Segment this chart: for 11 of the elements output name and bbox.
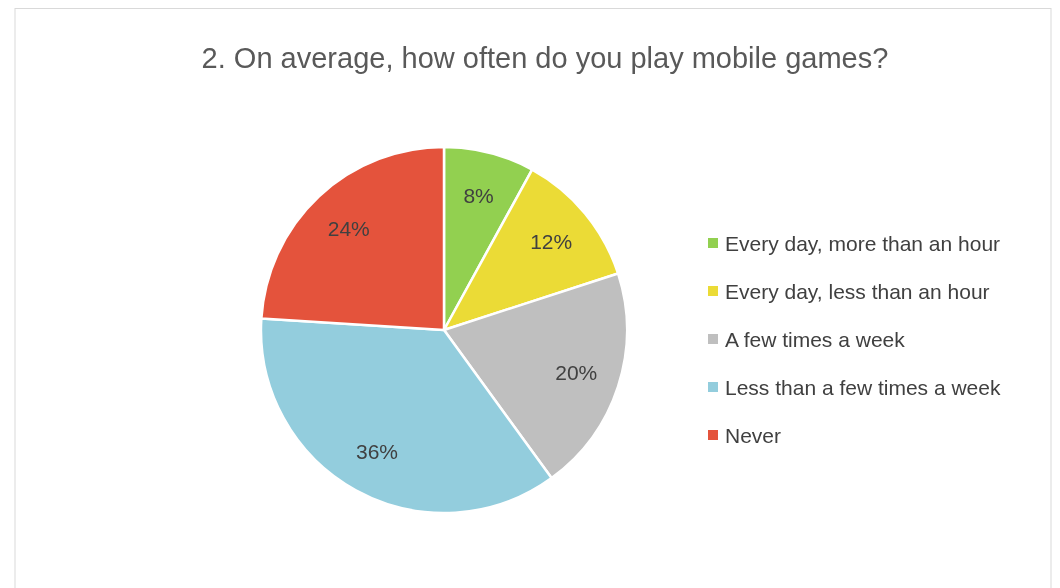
legend-label: Never — [725, 423, 782, 447]
data-label: 36% — [355, 440, 399, 464]
data-label: 12% — [530, 229, 573, 253]
chart-title: 2. On average, how often do you play mobile games? — [201, 42, 889, 74]
data-label: 8% — [463, 183, 494, 207]
data-label: 24% — [327, 217, 370, 241]
data-label: 20% — [555, 361, 598, 385]
legend-label: Every day, more than an hour — [725, 231, 1001, 255]
legend-label: Every day, less than an hour — [725, 279, 990, 303]
legend-label: A few times a week — [725, 327, 906, 351]
legend-label: Less than a few times a week — [725, 375, 1001, 399]
